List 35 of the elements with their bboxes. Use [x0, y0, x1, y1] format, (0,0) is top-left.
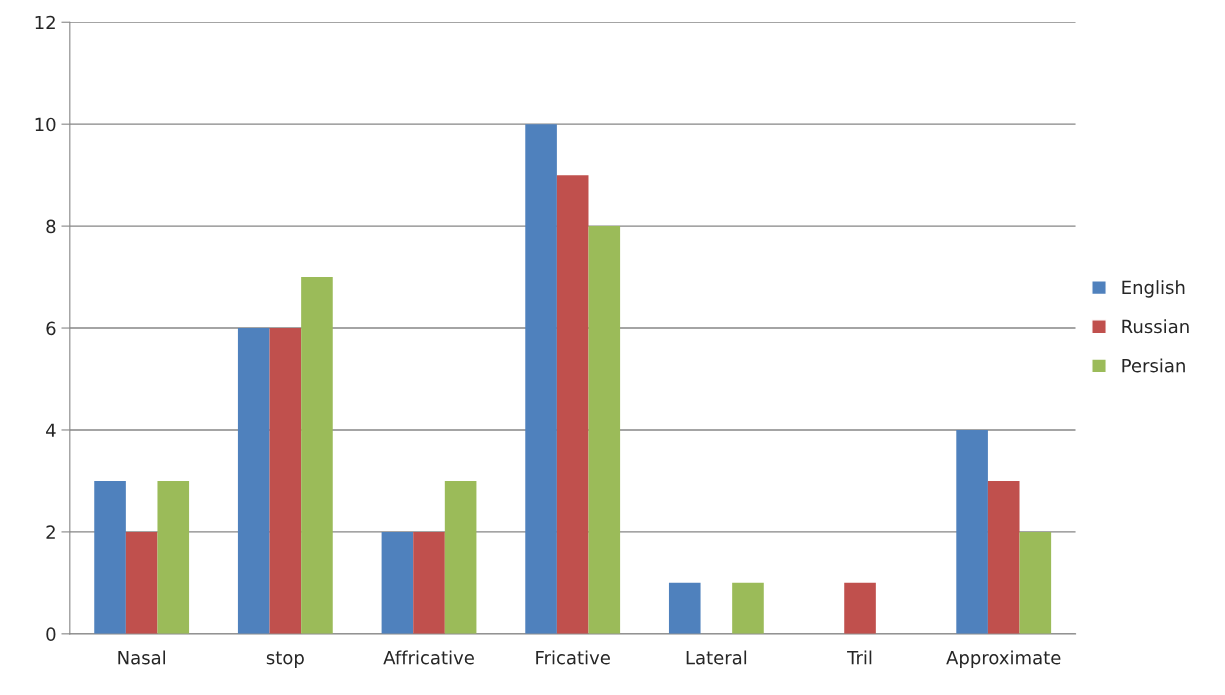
bar — [556, 175, 589, 634]
bar — [237, 328, 270, 634]
x-tick-label: Affricative — [383, 650, 474, 665]
bar — [956, 429, 988, 634]
bar — [525, 124, 557, 634]
y-tick-label: 4 — [46, 423, 56, 437]
y-tick-label: 10 — [35, 117, 56, 132]
bar — [444, 480, 477, 634]
y-tick-label: 8 — [46, 219, 56, 234]
bar — [1019, 531, 1052, 634]
x-tick-label: Tril — [847, 650, 872, 665]
legend-label: English — [1122, 280, 1185, 298]
bar — [269, 328, 302, 634]
bar — [125, 531, 158, 634]
y-tick-label: 6 — [46, 321, 56, 336]
y-tick-label: 12 — [35, 15, 55, 30]
x-tick-label: Lateral — [686, 650, 747, 665]
bar — [301, 277, 333, 634]
bar — [413, 531, 445, 634]
bar — [844, 582, 876, 634]
x-tick-label: Approximate — [946, 650, 1061, 668]
bar — [668, 582, 701, 634]
bar — [987, 480, 1020, 634]
legend-label: Persian — [1122, 358, 1185, 373]
bar — [94, 480, 126, 634]
y-tick-label: 0 — [46, 627, 56, 641]
x-tick-label: Fricative — [536, 650, 610, 665]
x-tick-label: Nasal — [118, 650, 165, 665]
bar — [157, 480, 190, 634]
legend-label: Russian — [1122, 319, 1189, 334]
y-tick-label: 2 — [46, 525, 55, 539]
bar — [732, 582, 764, 634]
x-tick-label: stop — [266, 651, 304, 668]
bar — [588, 226, 621, 634]
bar — [381, 531, 414, 634]
